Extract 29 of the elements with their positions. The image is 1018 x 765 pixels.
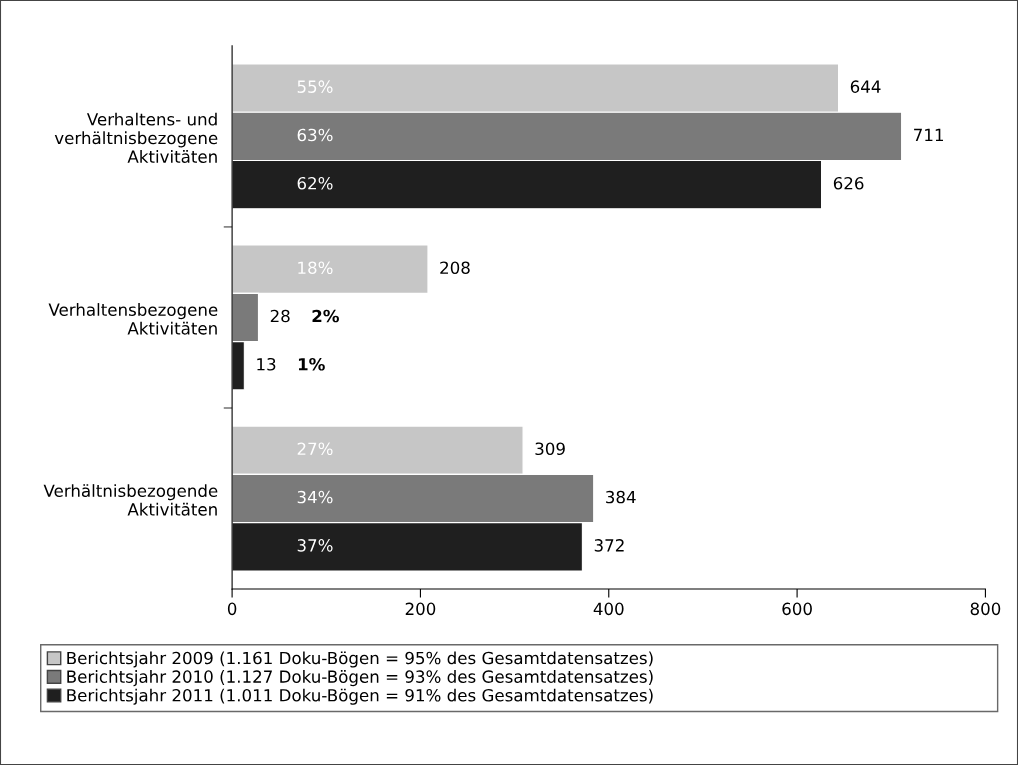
legend-label: Berichtsjahr 2009 (1.161 Doku-Bögen = 95% des Gesamtdatensatzes) — [67, 651, 653, 668]
y-tick-label: Verhaltens- und verhältnisbezogene Aktivitäten — [54, 112, 218, 163]
data-label: 13 — [257, 357, 276, 371]
x-tick-label: 400 — [593, 602, 624, 616]
data-label: 208 — [440, 261, 470, 275]
annotation: 63% — [297, 128, 333, 142]
annotation: 34% — [297, 490, 333, 504]
x-tick-label: 0 — [227, 602, 237, 616]
annotation: 55% — [297, 80, 333, 93]
data-label: 711 — [914, 128, 943, 142]
data-label: 309 — [535, 442, 565, 456]
data-label: 626 — [833, 176, 864, 190]
annotation: 18% — [298, 261, 333, 275]
data-label: 372 — [594, 539, 624, 552]
x-tick-label: 600 — [782, 602, 812, 616]
annotation: 62% — [297, 176, 333, 190]
x-tick-label: 800 — [970, 602, 1001, 616]
annotation: 37% — [297, 539, 333, 552]
annotation: 27% — [297, 442, 333, 456]
legend-label: Berichtsjahr 2011 (1.011 Doku-Bögen = 91% des Gesamtdatensatzes) — [67, 688, 653, 705]
y-tick-label: Verhältnisbezogende Aktivitäten — [43, 484, 218, 516]
annotation: 2% — [312, 309, 339, 323]
data-label: 28 — [270, 309, 290, 323]
data-label: 384 — [606, 490, 636, 504]
legend-label: Berichtsjahr 2010 (1.127 Doku-Bögen = 93% des Gesamtdatensatzes) — [67, 670, 653, 687]
annotation: 1% — [298, 357, 325, 371]
y-tick-label: Verhaltensbezogene Aktivitäten — [48, 303, 218, 335]
x-tick-label: 200 — [405, 602, 436, 616]
data-label: 644 — [850, 80, 881, 93]
